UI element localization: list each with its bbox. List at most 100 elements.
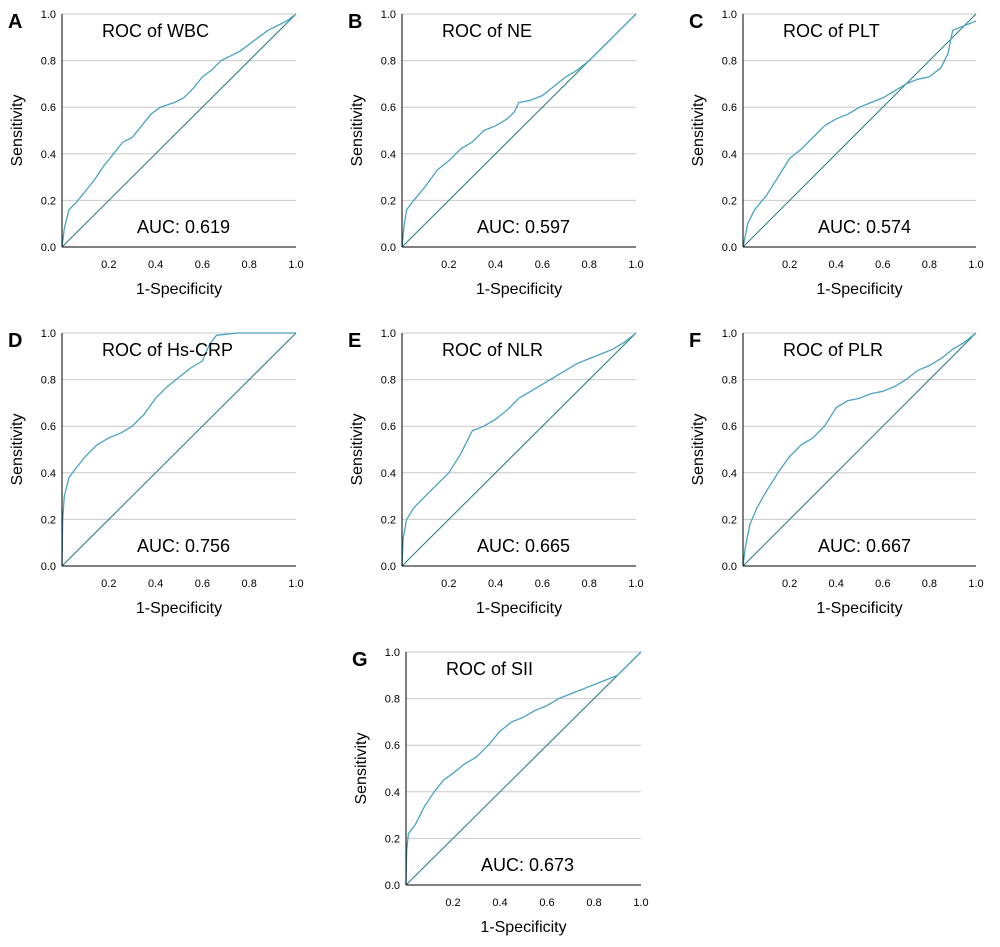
x-tick-label: 0.4 [829, 578, 844, 590]
x-tick-label: 0.2 [782, 578, 797, 590]
y-tick-label: 0.8 [722, 375, 737, 387]
y-tick-label: 0.0 [381, 242, 396, 254]
reference-diagonal [401, 332, 637, 567]
y-tick-label: 0.4 [381, 149, 396, 161]
x-tick-label: 0.2 [101, 578, 116, 590]
roc-curve [401, 13, 637, 248]
y-axis-title: Sensitivity [9, 413, 26, 485]
roc-panel-a: 0.0 0.2 0.4 0.6 0.8 1.0 0.2 0.4 0.6 0.8 1.0 1-Speci… [8, 9, 304, 298]
chart-title: ROC of Hs-CRP [102, 340, 233, 360]
panel-letter: A [8, 11, 22, 33]
y-tick-label: 0.2 [722, 195, 737, 207]
x-axis-title: 1-Specificity [136, 600, 222, 617]
y-tick-label: 0.2 [722, 514, 737, 526]
roc-panel-g: 0.0 0.2 0.4 0.6 0.8 1.0 0.2 0.4 0.6 0.8 1.0 1-Speci… [352, 647, 649, 936]
reference-diagonal [742, 13, 977, 248]
roc-curve [742, 332, 977, 567]
y-tick-label: 0.2 [381, 514, 396, 526]
x-tick-label: 0.2 [441, 259, 456, 271]
x-axis-title: 1-Specificity [480, 919, 566, 936]
roc-panel-b: 0.0 0.2 0.4 0.6 0.8 1.0 0.2 0.4 0.6 0.8 1.0 1-Speci… [348, 9, 644, 298]
x-tick-label: 0.2 [441, 578, 456, 590]
auc-label: AUC: 0.619 [137, 217, 230, 237]
auc-label: AUC: 0.673 [481, 855, 574, 875]
roc-curve [61, 332, 296, 567]
x-tick-label: 0.4 [829, 259, 844, 271]
x-tick-label: 0.4 [148, 259, 163, 271]
roc-panel-f: 0.0 0.2 0.4 0.6 0.8 1.0 0.2 0.4 0.6 0.8 1.0 1-Speci… [689, 328, 984, 617]
reference-diagonal [61, 332, 297, 567]
y-tick-label: 0.8 [385, 694, 400, 706]
y-tick-label: 1.0 [41, 9, 56, 21]
y-tick-label: 1.0 [385, 647, 400, 659]
reference-diagonal [742, 332, 977, 567]
x-tick-label: 0.8 [582, 259, 597, 271]
chart-title: ROC of NE [442, 21, 532, 41]
x-tick-label: 1.0 [968, 259, 983, 271]
x-axis-title: 1-Specificity [136, 281, 222, 298]
y-tick-label: 0.8 [722, 56, 737, 68]
x-tick-label: 0.8 [922, 578, 937, 590]
y-axis-title: Sensitivity [690, 94, 707, 166]
y-tick-label: 0.0 [41, 561, 56, 573]
x-tick-label: 0.6 [875, 578, 890, 590]
x-tick-label: 0.6 [875, 259, 890, 271]
x-tick-label: 0.8 [242, 259, 257, 271]
y-tick-label: 0.0 [41, 242, 56, 254]
y-tick-label: 0.6 [722, 421, 737, 433]
y-axis-title: Sensitivity [349, 413, 366, 485]
chart-title: ROC of PLT [783, 21, 880, 41]
y-tick-label: 0.6 [41, 102, 56, 114]
x-tick-label: 0.6 [539, 897, 554, 909]
x-tick-label: 0.2 [782, 259, 797, 271]
x-tick-label: 0.6 [535, 259, 550, 271]
x-tick-label: 0.6 [535, 578, 550, 590]
x-tick-label: 1.0 [288, 259, 303, 271]
x-tick-label: 0.4 [148, 578, 163, 590]
y-tick-label: 1.0 [381, 9, 396, 21]
y-tick-label: 0.8 [381, 375, 396, 387]
x-axis-title: 1-Specificity [816, 600, 902, 617]
y-tick-label: 0.4 [722, 468, 737, 480]
roc-curve [401, 332, 637, 567]
panel-letter: F [689, 330, 701, 352]
x-tick-label: 0.4 [492, 897, 507, 909]
y-tick-label: 0.0 [722, 242, 737, 254]
auc-label: AUC: 0.756 [137, 536, 230, 556]
roc-panel-d: 0.0 0.2 0.4 0.6 0.8 1.0 0.2 0.4 0.6 0.8 1.0 1-Speci… [8, 328, 304, 617]
y-tick-label: 0.6 [722, 102, 737, 114]
auc-label: AUC: 0.574 [818, 217, 911, 237]
y-tick-label: 0.6 [381, 102, 396, 114]
x-tick-label: 0.2 [101, 259, 116, 271]
y-tick-label: 0.2 [385, 833, 400, 845]
auc-label: AUC: 0.665 [477, 536, 570, 556]
roc-panel-e: 0.0 0.2 0.4 0.6 0.8 1.0 0.2 0.4 0.6 0.8 1.0 1-Speci… [348, 328, 644, 617]
x-axis-title: 1-Specificity [476, 281, 562, 298]
y-tick-label: 0.6 [385, 740, 400, 752]
y-tick-label: 1.0 [381, 328, 396, 340]
y-axis-title: Sensitivity [9, 94, 26, 166]
y-tick-label: 0.0 [381, 561, 396, 573]
x-tick-label: 1.0 [633, 897, 648, 909]
y-tick-label: 0.2 [381, 195, 396, 207]
y-tick-label: 1.0 [722, 328, 737, 340]
chart-title: ROC of WBC [102, 21, 209, 41]
x-tick-label: 0.8 [242, 578, 257, 590]
roc-curve [61, 13, 297, 248]
x-tick-label: 0.8 [582, 578, 597, 590]
y-tick-label: 0.4 [41, 468, 56, 480]
auc-label: AUC: 0.667 [818, 536, 911, 556]
y-tick-label: 0.4 [381, 468, 396, 480]
panel-letter: B [348, 11, 362, 33]
x-tick-label: 1.0 [628, 259, 643, 271]
y-axis-title: Sensitivity [349, 94, 366, 166]
panel-letter: D [8, 330, 22, 352]
x-axis-title: 1-Specificity [816, 281, 902, 298]
y-axis-title: Sensitivity [353, 732, 370, 804]
x-tick-label: 0.6 [195, 578, 210, 590]
reference-diagonal [405, 651, 642, 886]
x-tick-label: 0.8 [922, 259, 937, 271]
reference-diagonal [61, 13, 297, 248]
y-tick-label: 0.4 [385, 787, 400, 799]
